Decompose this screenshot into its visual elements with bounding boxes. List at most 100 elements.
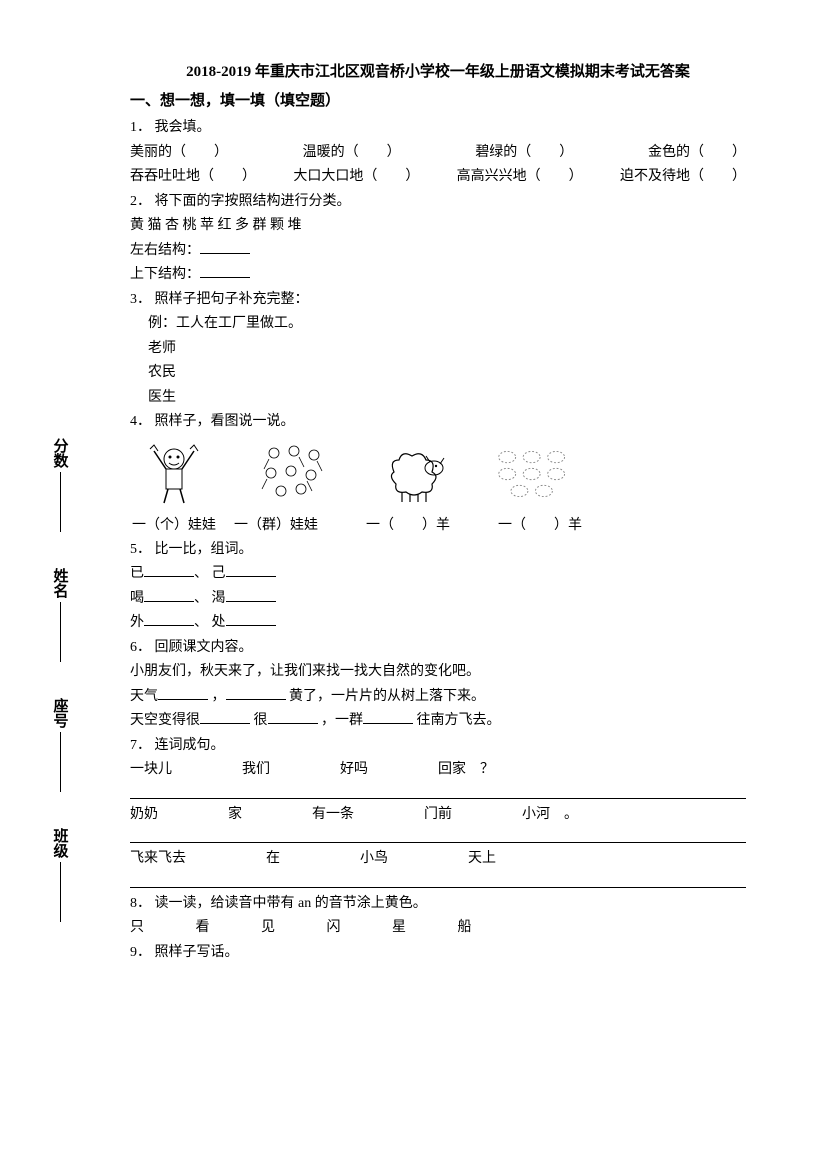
- q6-l3d: 往南方飞去。: [417, 713, 501, 728]
- q5-row2: 喝、 渴: [130, 587, 746, 612]
- q8-c2: 见: [261, 920, 275, 935]
- q4-lab2: 一（群）娃娃: [234, 513, 318, 538]
- q5-p3b: 处: [212, 615, 226, 630]
- q5-stem: 比一比，组词。: [155, 542, 253, 557]
- q5-num: 5．: [130, 542, 151, 557]
- q6-l2b: ，: [212, 689, 226, 704]
- q1-line: 1． 我会填。: [130, 116, 746, 141]
- q7-r2-0: 奶奶: [130, 803, 158, 828]
- q6-l3b: 很: [254, 713, 268, 728]
- q5-p3a: 外: [130, 615, 144, 630]
- q8-c3: 闪: [327, 920, 341, 935]
- q2-l2: 上下结构：: [130, 263, 746, 288]
- q7-r2-1: 家: [228, 803, 242, 828]
- blank: [144, 612, 194, 626]
- q1-row2: 吞吞吐吐地（ ） 大口大口地（ ） 高高兴兴地（ ） 迫不及待地（ ）: [130, 165, 746, 190]
- q6-line: 6． 回顾课文内容。: [130, 636, 746, 661]
- q8-stem: 读一读，给读音中带有 an 的音节涂上黄色。: [155, 896, 427, 911]
- q4-lab1: 一（个）娃娃: [132, 513, 216, 538]
- q1-r1a: 美丽的（ ）: [130, 141, 228, 166]
- q1-r1c: 碧绿的（ ）: [475, 141, 573, 166]
- q6-l3: 天空变得很 很 ，一群 往南方飞去。: [130, 709, 746, 734]
- q1-r2c: 高高兴兴地（ ）: [457, 165, 583, 190]
- q7-r2-3: 门前: [424, 803, 452, 828]
- q1-num: 1．: [130, 120, 151, 135]
- blank: [200, 710, 250, 724]
- q8-line: 8． 读一读，给读音中带有 an 的音节涂上黄色。: [130, 892, 746, 917]
- q9-stem: 照样子写话。: [155, 945, 239, 960]
- q4-labels: 一（个）娃娃 一（群）娃娃 一（ ）羊 一（ ）羊: [130, 513, 746, 538]
- q7-r3-2: 小鸟: [360, 847, 388, 872]
- q9-line: 9． 照样子写话。: [130, 941, 746, 966]
- blank: [226, 612, 276, 626]
- q7-r2: 奶奶 家 有一条 门前 小河 。: [130, 803, 746, 828]
- blank: [144, 588, 194, 602]
- q7-r3: 飞来飞去 在 小鸟 天上: [130, 847, 746, 872]
- q2-l1-blank: [200, 240, 250, 254]
- doll-icon: [134, 439, 214, 509]
- q4-line: 4． 照样子，看图说一说。: [130, 410, 746, 435]
- q1-stem: 我会填。: [155, 120, 211, 135]
- q8-chars: 只 看 见 闪 星 船: [130, 916, 746, 941]
- q1-r2a: 吞吞吐吐地（ ）: [130, 165, 256, 190]
- q3-b: 农民: [130, 361, 746, 386]
- q5-row3: 外、 处: [130, 611, 746, 636]
- q2-l2-blank: [200, 264, 250, 278]
- q2-chars: 黄 猫 杏 桃 苹 红 多 群 颗 堆: [130, 214, 746, 239]
- blank: [363, 710, 413, 724]
- q3-line: 3． 照样子把句子补充完整：: [130, 288, 746, 313]
- q7-r3-answer-line: [130, 874, 746, 888]
- q2-num: 2．: [130, 194, 151, 209]
- q8-c5: 船: [458, 920, 472, 935]
- q1-row1: 美丽的（ ） 温暖的（ ） 碧绿的（ ） 金色的（ ）: [130, 141, 746, 166]
- q7-r3-3: 天上: [468, 847, 496, 872]
- q3-stem: 照样子把句子补充完整：: [155, 292, 309, 307]
- q6-num: 6．: [130, 640, 151, 655]
- blank: [226, 686, 286, 700]
- q3-a: 老师: [130, 337, 746, 362]
- q5-line: 5． 比一比，组词。: [130, 538, 746, 563]
- q8-c1: 看: [196, 920, 210, 935]
- q7-r1-1: 我们: [242, 758, 270, 783]
- blank: [158, 686, 208, 700]
- blank: [226, 563, 276, 577]
- q7-r1-3: 回家 ？: [438, 758, 494, 783]
- q4-lab3: 一（ ）羊: [366, 513, 450, 538]
- sheep-icon: [374, 439, 454, 509]
- q7-r2-4: 小河 。: [522, 803, 578, 828]
- q7-r1-answer-line: [130, 785, 746, 799]
- q5-row1: 已、 己: [130, 562, 746, 587]
- blank: [226, 588, 276, 602]
- q7-r2-answer-line: [130, 829, 746, 843]
- blank: [144, 563, 194, 577]
- q8-c4: 星: [392, 920, 406, 935]
- q6-l1: 小朋友们，秋天来了，让我们来找一找大自然的变化吧。: [130, 660, 746, 685]
- q1-r1d: 金色的（ ）: [648, 141, 746, 166]
- q6-stem: 回顾课文内容。: [155, 640, 253, 655]
- q7-r1: 一块儿 我们 好吗 回家 ？: [130, 758, 746, 783]
- q8-c0: 只: [130, 920, 144, 935]
- q2-line: 2． 将下面的字按照结构进行分类。: [130, 190, 746, 215]
- q6-l3a: 天空变得很: [130, 713, 200, 728]
- q5-p1a: 已: [130, 566, 144, 581]
- q6-l2: 天气 ， 黄了，一片片的从树上落下来。: [130, 685, 746, 710]
- q7-r3-1: 在: [266, 847, 280, 872]
- dolls-group-icon: [254, 439, 334, 509]
- q2-l1-label: 左右结构：: [130, 243, 200, 258]
- q9-num: 9．: [130, 945, 151, 960]
- q4-images: [130, 435, 746, 513]
- q1-r2b: 大口大口地（ ）: [293, 165, 419, 190]
- q3-c: 医生: [130, 386, 746, 411]
- exam-page: 2018-2019 年重庆市江北区观音桥小学校一年级上册语文模拟期末考试无答案 …: [0, 0, 826, 1005]
- q2-l2-label: 上下结构：: [130, 267, 200, 282]
- q7-r1-0: 一块儿: [130, 758, 172, 783]
- blank: [268, 710, 318, 724]
- q2-l1: 左右结构：: [130, 239, 746, 264]
- section-one-heading: 一、想一想，填一填（填空题）: [130, 89, 746, 110]
- q7-stem: 连词成句。: [155, 738, 225, 753]
- q4-num: 4．: [130, 414, 151, 429]
- q5-p2b: 渴: [212, 591, 226, 606]
- q4-lab4: 一（ ）羊: [498, 513, 582, 538]
- q6-l2c: 黄了，一片片的从树上落下来。: [289, 689, 485, 704]
- q1-r1b: 温暖的（ ）: [303, 141, 401, 166]
